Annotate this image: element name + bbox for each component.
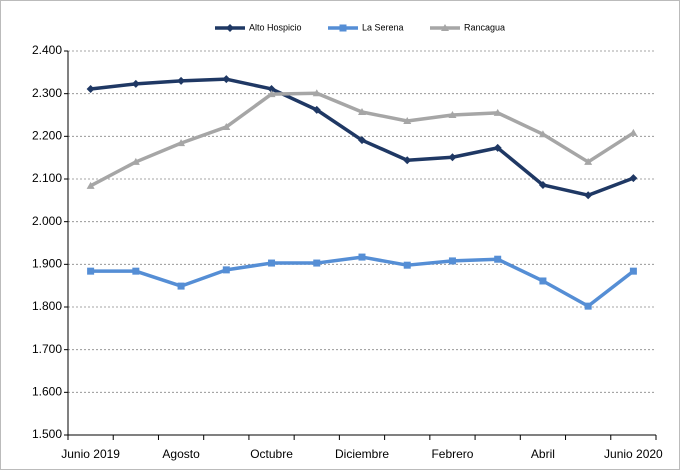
marker — [358, 108, 366, 116]
marker — [177, 76, 186, 85]
marker — [132, 267, 140, 275]
marker — [538, 130, 547, 138]
marker — [222, 122, 231, 130]
marker — [267, 90, 276, 98]
marker — [584, 191, 593, 200]
marker — [584, 302, 592, 310]
marker — [86, 84, 95, 93]
marker — [493, 143, 502, 152]
marker — [403, 156, 412, 165]
legend-label: La Serena — [362, 22, 404, 32]
marker — [177, 139, 186, 147]
marker — [268, 259, 276, 267]
marker — [629, 174, 638, 183]
y-tick-label: 2.000 — [32, 214, 62, 228]
marker — [629, 128, 638, 136]
x-tick-label: Febrero — [431, 447, 473, 461]
marker — [358, 136, 366, 145]
marker — [312, 105, 321, 114]
marker — [448, 111, 457, 118]
marker — [403, 261, 411, 269]
marker — [131, 157, 140, 165]
marker — [222, 266, 230, 274]
y-tick-label: 1.600 — [32, 385, 62, 399]
x-tick-label: Octubre — [250, 447, 293, 461]
marker — [131, 79, 140, 88]
marker — [538, 180, 547, 189]
legend-marker — [339, 24, 347, 32]
marker — [86, 181, 95, 189]
marker — [313, 259, 321, 267]
y-tick-label: 1.700 — [32, 342, 62, 356]
y-tick-label: 2.300 — [32, 86, 62, 100]
legend-label: Rancagua — [464, 22, 505, 32]
y-tick-label: 2.200 — [32, 129, 62, 143]
x-tick-label: Diciembre — [335, 447, 389, 461]
marker — [403, 116, 412, 124]
y-tick-label: 1.800 — [32, 299, 62, 313]
legend-marker — [441, 24, 449, 31]
marker — [312, 89, 321, 97]
marker — [358, 253, 366, 261]
marker — [87, 267, 95, 275]
marker — [494, 255, 502, 263]
x-tick-label: Junio 2020 — [604, 447, 663, 461]
y-tick-label: 1.900 — [32, 257, 62, 271]
legend-label: Alto Hospicio — [249, 22, 302, 32]
marker — [584, 157, 593, 165]
marker — [448, 257, 456, 265]
x-tick-label: Junio 2019 — [61, 447, 120, 461]
marker — [493, 108, 502, 116]
marker — [177, 282, 185, 290]
x-tick-label: Abril — [531, 447, 555, 461]
legend-marker — [226, 24, 234, 32]
marker — [448, 153, 457, 162]
marker — [222, 75, 231, 84]
marker — [629, 267, 637, 275]
y-tick-label: 2.100 — [32, 171, 62, 185]
y-tick-label: 2.400 — [32, 43, 62, 57]
marker — [539, 277, 547, 285]
y-tick-label: 1.500 — [32, 427, 62, 441]
marker — [267, 84, 276, 93]
x-tick-label: Agosto — [162, 447, 200, 461]
